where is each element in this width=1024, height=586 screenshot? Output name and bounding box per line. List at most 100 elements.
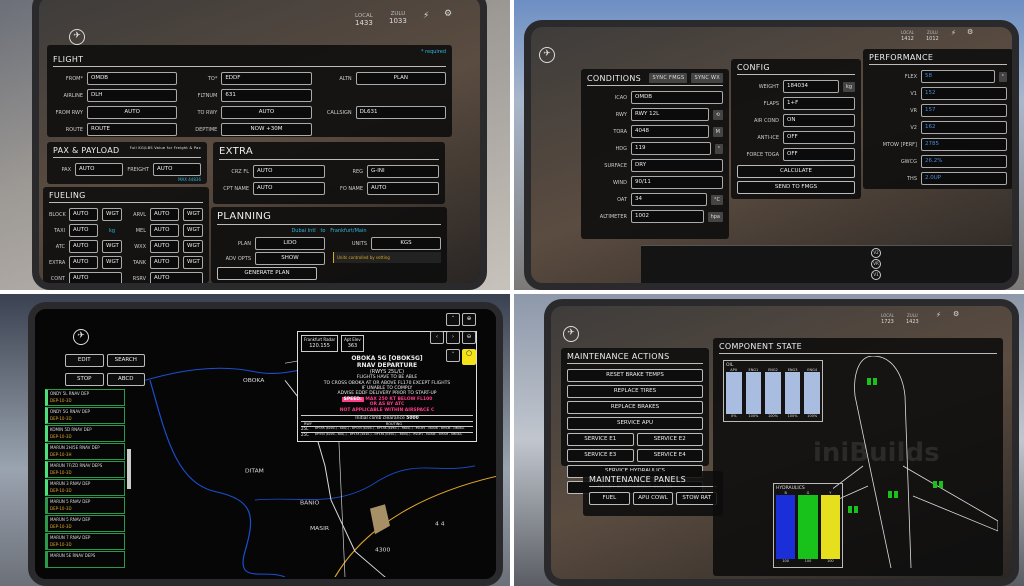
input-flaps[interactable]: 1+F: [783, 97, 855, 110]
zoom-out-icon[interactable]: ⊖: [462, 331, 476, 344]
procedure-item[interactable]: MARUN 7F/ZD RNAV DEPS DEP-10-3D: [45, 461, 125, 478]
input-reg[interactable]: G-INI: [367, 165, 439, 178]
calculate-button[interactable]: CALCULATE: [737, 165, 855, 178]
fuel-input-taxi[interactable]: AUTO: [69, 224, 98, 237]
search-button[interactable]: SEARCH: [106, 354, 145, 367]
replace-tires-button[interactable]: REPLACE TIRES: [567, 385, 703, 398]
input-hdg[interactable]: 119: [631, 142, 711, 155]
wgt-button[interactable]: WGT: [183, 240, 203, 253]
fuel-input-wxx[interactable]: AUTO: [150, 240, 179, 253]
input-ths[interactable]: 2.0UP: [921, 172, 1007, 185]
vspeed-v2-button[interactable]: V2: [871, 248, 881, 258]
fuel-input-block[interactable]: AUTO: [69, 208, 98, 221]
wgt-button[interactable]: WGT: [102, 256, 122, 269]
reset-brake-temps-button[interactable]: RESET BRAKE TEMPS: [567, 369, 703, 382]
procedure-item[interactable]: ONDY 5L RNAV DEP DEP-10-3D: [45, 389, 125, 406]
input-wind[interactable]: 90/11: [631, 176, 723, 189]
apu-cowl-button[interactable]: APU COWL: [632, 492, 674, 505]
input-icao[interactable]: OMDB: [631, 91, 723, 104]
input-airline[interactable]: DLH: [87, 89, 178, 102]
freight-input[interactable]: AUTO: [153, 163, 201, 176]
input-v2[interactable]: 162: [921, 121, 1007, 134]
select-to-rwy[interactable]: AUTO: [221, 106, 312, 119]
service-e4-button[interactable]: SERVICE E4: [636, 449, 703, 462]
input-vr[interactable]: 157: [921, 104, 1007, 117]
wgt-button[interactable]: WGT: [102, 208, 122, 221]
select-altn[interactable]: PLAN: [355, 72, 446, 85]
input-to-[interactable]: EDDF: [221, 72, 312, 85]
wgt-button[interactable]: WGT: [102, 240, 122, 253]
input-surface[interactable]: DRY: [631, 159, 723, 172]
airplane-home-icon[interactable]: ✈: [539, 47, 555, 63]
input-cpt-name[interactable]: AUTO: [253, 182, 325, 195]
input-rwy[interactable]: RWY 12L: [631, 108, 709, 121]
service-e1-button[interactable]: SERVICE E1: [567, 433, 634, 446]
stop-button[interactable]: STOP: [65, 373, 104, 386]
service-e3-button[interactable]: SERVICE E3: [567, 449, 634, 462]
input-force-toga[interactable]: OFF: [783, 148, 855, 161]
select-deptime[interactable]: NOW +30M: [221, 123, 312, 136]
procedure-item[interactable]: KOMIN 5D RNAV DEP DEP-10-3D: [45, 425, 125, 442]
input-gwcg[interactable]: 26.2%: [921, 155, 1007, 168]
airplane-home-icon[interactable]: ✈: [69, 29, 85, 45]
sync-fmgs-button[interactable]: SYNC FMGS: [649, 73, 688, 83]
fuel-input-tank[interactable]: AUTO: [150, 256, 179, 269]
fuel-input-arvl[interactable]: AUTO: [150, 208, 179, 221]
pan-up-button[interactable]: ˄: [446, 313, 460, 326]
procedure-item[interactable]: MARUN 7 RNAV DEP DEP-10-3D: [45, 533, 125, 550]
sync-icon[interactable]: ⚡: [936, 311, 941, 319]
select-from-rwy[interactable]: AUTO: [87, 106, 178, 119]
wgt-button[interactable]: WGT: [183, 224, 203, 237]
fuel-input-mel[interactable]: AUTO: [150, 224, 179, 237]
list-scrollbar[interactable]: [127, 449, 131, 489]
vspeed-v1-button[interactable]: V1: [871, 270, 881, 280]
units-select[interactable]: KGS: [371, 237, 441, 250]
fuel-input-extra[interactable]: AUTO: [69, 256, 98, 269]
gear-icon[interactable]: ⚙: [967, 28, 974, 36]
input-crz-fl[interactable]: AUTO: [253, 165, 325, 178]
generate-plan-button[interactable]: GENERATE PLAN: [217, 267, 317, 280]
input-flex[interactable]: 58: [921, 70, 995, 83]
replace-brakes-button[interactable]: REPLACE BRAKES: [567, 401, 703, 414]
fuel-input-cont[interactable]: AUTO: [69, 272, 122, 283]
airplane-home-icon[interactable]: ✈: [73, 329, 89, 345]
wgt-button[interactable]: WGT: [183, 256, 203, 269]
wgt-button[interactable]: WGT: [183, 208, 203, 221]
input-altimeter[interactable]: 1002: [631, 210, 704, 223]
airplane-home-icon[interactable]: ✈: [563, 326, 579, 342]
abcd-button[interactable]: ABCD: [106, 373, 145, 386]
sync-icon[interactable]: ⚡: [423, 11, 430, 21]
sync-wx-button[interactable]: SYNC WX: [691, 73, 723, 83]
edit-button[interactable]: EDIT: [65, 354, 104, 367]
input-fo-name[interactable]: AUTO: [367, 182, 439, 195]
plan-select[interactable]: LIDO: [255, 237, 325, 250]
procedure-item[interactable]: MARUN 3 RNAV DEP DEP-10-3D: [45, 479, 125, 496]
recenter-icon[interactable]: ○: [462, 349, 476, 365]
input-oat[interactable]: 34: [631, 193, 707, 206]
input-v1[interactable]: 152: [921, 87, 1007, 100]
input-weight[interactable]: 184034: [783, 80, 839, 93]
input-air-cond[interactable]: ON: [783, 114, 855, 127]
input-tora[interactable]: 4048: [631, 125, 709, 138]
gear-icon[interactable]: ⚙: [953, 310, 960, 318]
procedure-item[interactable]: ONDY 5G RNAV DEP DEP-10-3D: [45, 407, 125, 424]
fuel-input-rsrv[interactable]: AUTO: [150, 272, 203, 283]
gear-icon[interactable]: ⚙: [444, 9, 453, 19]
stow-rat-button[interactable]: STOW RAT: [676, 492, 718, 505]
procedure-item[interactable]: MARUN 2H/5E RNAV DEP DEP-10-3H: [45, 443, 125, 460]
send-to-fmgs-button[interactable]: SEND TO FMGS: [737, 181, 855, 194]
pan-down-button[interactable]: ˅: [446, 349, 460, 362]
input-mtow-perf-[interactable]: 2785: [921, 138, 1007, 151]
procedure-item[interactable]: MARUN 5 RNAV DEP DEP-10-3D: [45, 497, 125, 514]
input-fltnum[interactable]: 631: [221, 89, 312, 102]
sync-icon[interactable]: ⚡: [951, 29, 956, 37]
procedure-item[interactable]: MARUN 5E RNAV DEPS: [45, 551, 125, 568]
vspeed-vr-button[interactable]: VR: [871, 259, 881, 269]
input-anti-ice[interactable]: OFF: [783, 131, 855, 144]
procedure-item[interactable]: MARUN 5 RNAV DEP DEP-10-3D: [45, 515, 125, 532]
service-e2-button[interactable]: SERVICE E2: [636, 433, 703, 446]
adv-opts-button[interactable]: SHOW: [255, 252, 325, 265]
service-apu-button[interactable]: SERVICE APU: [567, 417, 703, 430]
input-from-[interactable]: OMDB: [87, 72, 178, 85]
zoom-in-icon[interactable]: ⊕: [462, 313, 476, 326]
